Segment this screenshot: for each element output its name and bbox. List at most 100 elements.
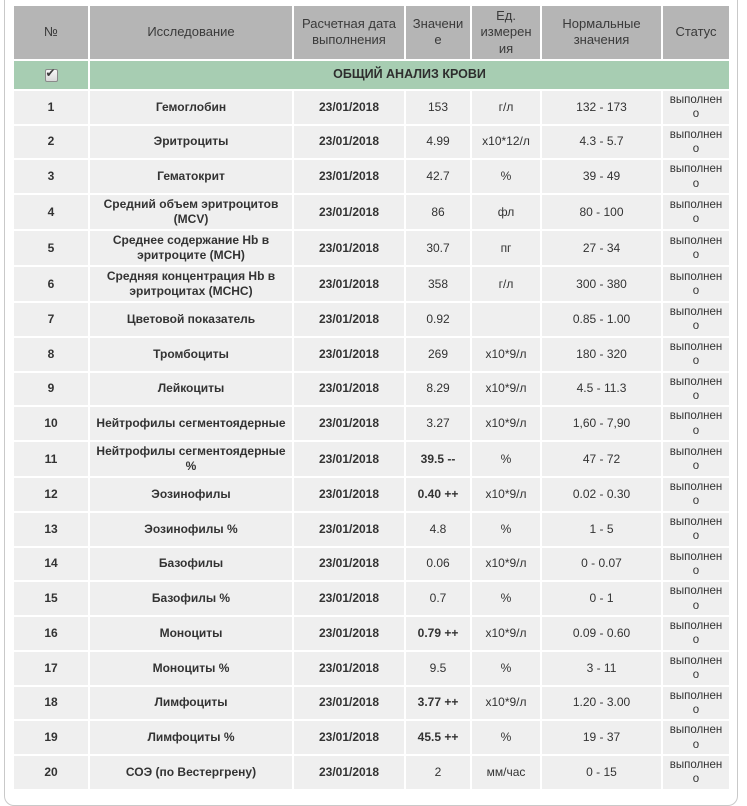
result-value: 45.5 ++ [406, 721, 470, 754]
row-number: 20 [14, 756, 88, 789]
table-row: 6 Средняя концентрация Hb в эритроцитах (… [14, 267, 729, 301]
completion-date: 23/01/2018 [294, 303, 404, 336]
status-label: выполнено [663, 512, 729, 546]
result-value: 9.5 [406, 651, 470, 685]
result-value: 0.92 [406, 303, 470, 336]
completion-date: 23/01/2018 [294, 90, 404, 124]
unit: х10*12/л [472, 125, 540, 159]
table-body: ✔ ОБЩИЙ АНАЛИЗ КРОВИ 1 Гемоглобин 23/01/20… [14, 60, 729, 789]
table-row: 8 Тромбоциты 23/01/2018 269 х10*9/л 180 - 320… [14, 337, 729, 371]
status-label: выполнено [663, 195, 729, 229]
row-number: 19 [14, 721, 88, 754]
row-number: 12 [14, 478, 88, 511]
result-value: 2 [406, 756, 470, 789]
test-name: Эозинофилы % [90, 512, 292, 546]
completion-date: 23/01/2018 [294, 651, 404, 685]
unit: х10*9/л [472, 407, 540, 440]
unit: х10*9/л [472, 686, 540, 720]
result-value: 4.8 [406, 512, 470, 546]
test-name: Эозинофилы [90, 478, 292, 511]
row-number: 6 [14, 267, 88, 301]
column-header-value: Значение [406, 6, 470, 59]
normal-range: 0.85 - 1.00 [542, 303, 661, 336]
column-header-unit: Ед. измерения [472, 6, 540, 59]
table-row: 12 Эозинофилы 23/01/2018 0.40 ++ х10*9/л 0.02… [14, 478, 729, 511]
result-value: 269 [406, 337, 470, 371]
result-value: 0.40 ++ [406, 478, 470, 511]
unit: фл [472, 195, 540, 229]
test-name: Лимфоциты [90, 686, 292, 720]
unit: х10*9/л [472, 478, 540, 511]
unit: х10*9/л [472, 547, 540, 581]
completion-date: 23/01/2018 [294, 442, 404, 476]
completion-date: 23/01/2018 [294, 582, 404, 615]
unit: г/л [472, 90, 540, 124]
normal-range: 1.20 - 3.00 [542, 686, 661, 720]
group-checkbox-cell: ✔ [14, 60, 88, 89]
row-number: 17 [14, 651, 88, 685]
test-name: СОЭ (по Вестергрену) [90, 756, 292, 789]
normal-range: 80 - 100 [542, 195, 661, 229]
unit: х10*9/л [472, 337, 540, 371]
test-name: Лейкоциты [90, 372, 292, 406]
group-checkbox[interactable]: ✔ [44, 65, 58, 82]
lab-results-panel: № Исследование Расчетная дата выполнения… [4, 0, 738, 806]
table-header-row: № Исследование Расчетная дата выполнения… [14, 6, 729, 59]
completion-date: 23/01/2018 [294, 721, 404, 754]
normal-range: 0.02 - 0.30 [542, 478, 661, 511]
test-name: Цветовой показатель [90, 303, 292, 336]
status-label: выполнено [663, 303, 729, 336]
status-label: выполнено [663, 547, 729, 581]
row-number: 16 [14, 617, 88, 650]
checkmark-icon: ✔ [45, 65, 56, 80]
status-label: выполнено [663, 686, 729, 720]
normal-range: 4.5 - 11.3 [542, 372, 661, 406]
result-value: 3.77 ++ [406, 686, 470, 720]
normal-range: 132 - 173 [542, 90, 661, 124]
row-number: 5 [14, 231, 88, 265]
normal-range: 0 - 0.07 [542, 547, 661, 581]
column-header-number: № [14, 6, 88, 59]
completion-date: 23/01/2018 [294, 231, 404, 265]
table-row: 14 Базофилы 23/01/2018 0.06 х10*9/л 0 - 0.07 в… [14, 547, 729, 581]
completion-date: 23/01/2018 [294, 547, 404, 581]
status-label: выполнено [663, 372, 729, 406]
column-header-test: Исследование [90, 6, 292, 59]
completion-date: 23/01/2018 [294, 407, 404, 440]
status-label: выполнено [663, 478, 729, 511]
table-row: 2 Эритроциты 23/01/2018 4.99 х10*12/л 4.3 - 5… [14, 125, 729, 159]
test-name: Тромбоциты [90, 337, 292, 371]
completion-date: 23/01/2018 [294, 337, 404, 371]
table-row: 9 Лейкоциты 23/01/2018 8.29 х10*9/л 4.5 - 11.… [14, 372, 729, 406]
result-value: 30.7 [406, 231, 470, 265]
result-value: 358 [406, 267, 470, 301]
completion-date: 23/01/2018 [294, 686, 404, 720]
status-label: выполнено [663, 160, 729, 193]
row-number: 11 [14, 442, 88, 476]
test-name: Гемоглобин [90, 90, 292, 124]
table-row: 7 Цветовой показатель 23/01/2018 0.92 0.85 -… [14, 303, 729, 336]
test-name: Лимфоциты % [90, 721, 292, 754]
table-row: 16 Моноциты 23/01/2018 0.79 ++ х10*9/л 0.09 -… [14, 617, 729, 650]
blood-test-table: № Исследование Расчетная дата выполнения… [12, 4, 731, 791]
unit: % [472, 442, 540, 476]
completion-date: 23/01/2018 [294, 372, 404, 406]
test-name: Моноциты [90, 617, 292, 650]
row-number: 7 [14, 303, 88, 336]
status-label: выполнено [663, 582, 729, 615]
row-number: 8 [14, 337, 88, 371]
completion-date: 23/01/2018 [294, 267, 404, 301]
unit: % [472, 160, 540, 193]
unit: мм/час [472, 756, 540, 789]
table-row: 19 Лимфоциты % 23/01/2018 45.5 ++% 19 - 37 вы… [14, 721, 729, 754]
test-name: Нейтрофилы сегментоядерные % [90, 442, 292, 476]
status-label: выполнено [663, 407, 729, 440]
test-name: Моноциты % [90, 651, 292, 685]
normal-range: 1,60 - 7,90 [542, 407, 661, 440]
result-value: 8.29 [406, 372, 470, 406]
row-number: 4 [14, 195, 88, 229]
unit [472, 303, 540, 336]
table-row: 15 Базофилы % 23/01/2018 0.7% 0 - 1 выполнено [14, 582, 729, 615]
result-value: 0.7 [406, 582, 470, 615]
result-value: 153 [406, 90, 470, 124]
